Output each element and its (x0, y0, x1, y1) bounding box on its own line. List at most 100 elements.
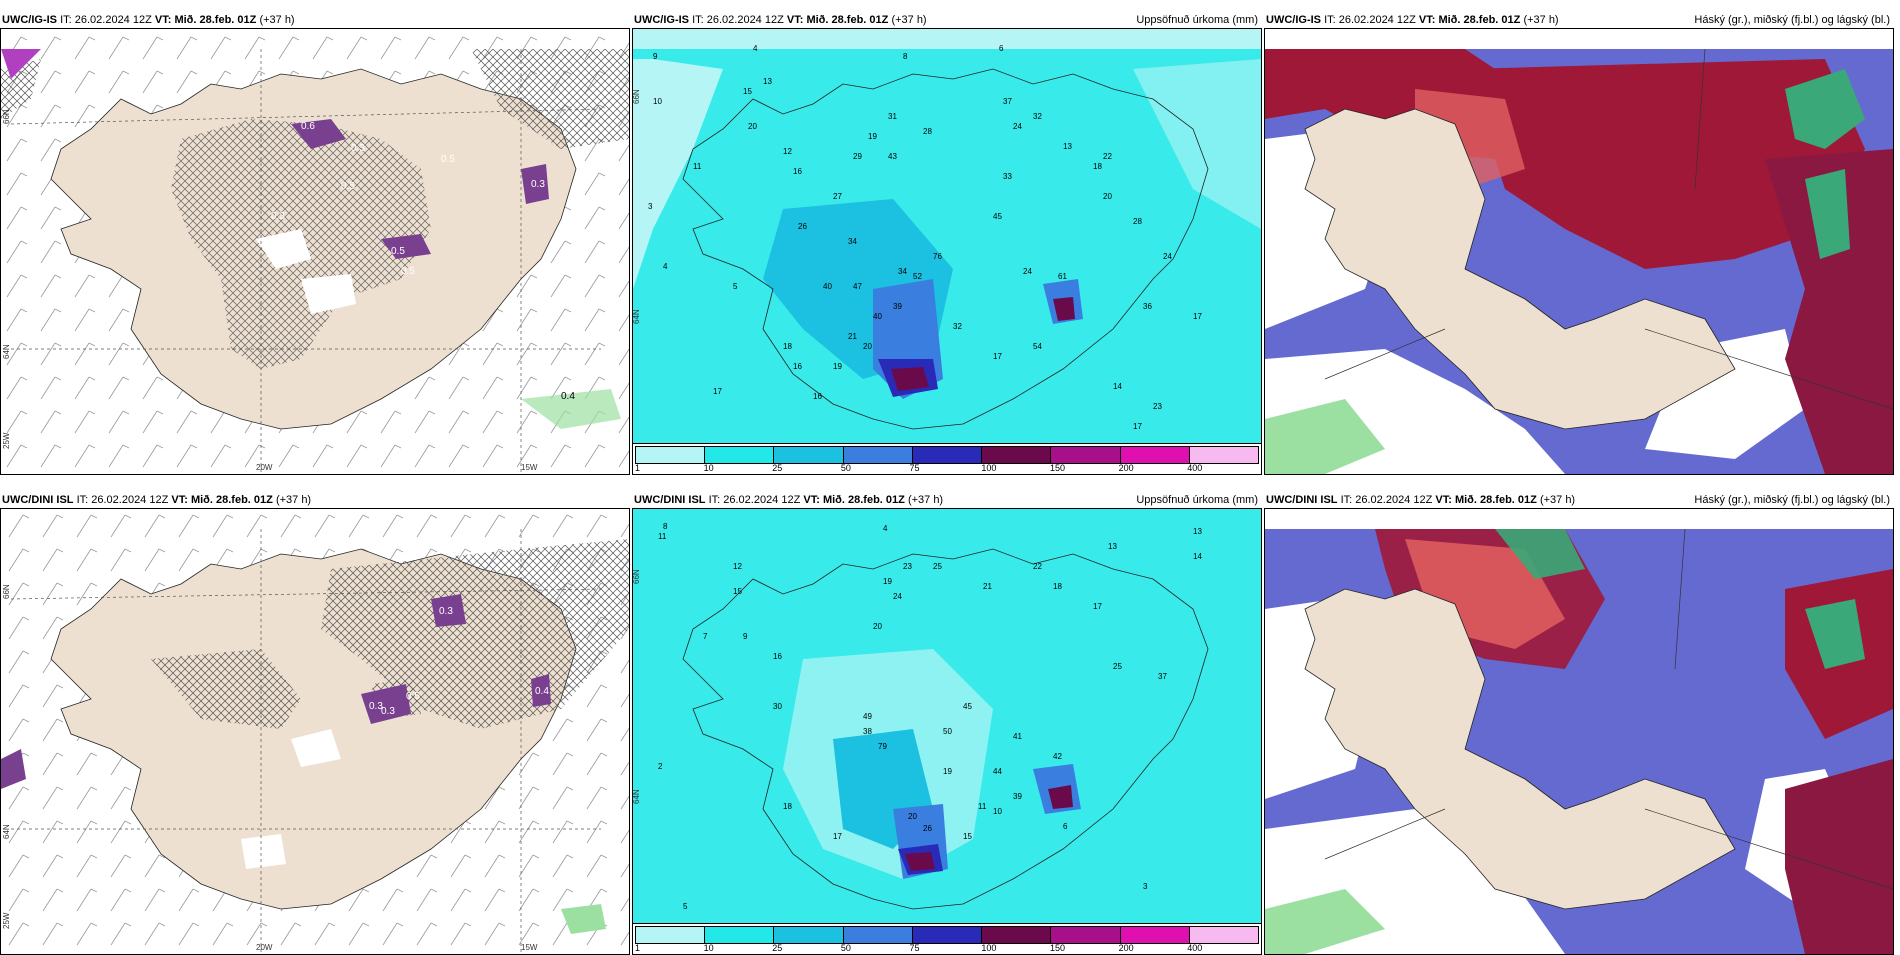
precip-purple-2 (381, 234, 431, 259)
precip-100-150 (905, 852, 935, 871)
value-label: 32 (1033, 112, 1042, 121)
green-southwest (1265, 399, 1385, 474)
precip-1-10-west (633, 59, 723, 289)
value-label: 38 (863, 727, 872, 736)
legend-swatch (1189, 447, 1258, 463)
legend-swatch (982, 927, 1052, 943)
value-label: 19 (833, 362, 842, 371)
value-label: 16 (773, 652, 782, 661)
value-label: 20 (873, 622, 882, 631)
precip-100-150 (891, 367, 929, 391)
legend-swatch (636, 927, 706, 943)
map-cloudlayers-igis (1265, 29, 1893, 474)
legend-tick: 100 (981, 463, 997, 473)
vt-label: VT: (1418, 14, 1436, 26)
panel-dini-cloudlayers: UWC/DINI ISL IT: 26.02.2024 12Z VT: Mið.… (1264, 490, 1894, 955)
value-label: 44 (993, 767, 1002, 776)
value-label: 54 (1033, 342, 1042, 351)
map-label: 0.5 (401, 266, 415, 277)
map-frame: 9 4 6 8 15 11 13 10 12 20 16 26 19 29 43… (632, 28, 1262, 475)
iceland-land (1304, 588, 1736, 910)
legend-ticks: 1 10 25 50 75 100 150 200 400 (635, 943, 1259, 953)
value-label: 40 (823, 282, 832, 291)
value-label: 23 (903, 562, 912, 571)
panel-title: UWC/IG-IS IT: 26.02.2024 12Z VT: Mið. 28… (634, 12, 1258, 28)
value-label: 3 (648, 202, 653, 211)
value-label: 29 (853, 152, 862, 161)
it-label: IT: (76, 494, 89, 506)
value-label: 18 (783, 802, 792, 811)
it-label: IT: (1340, 494, 1353, 506)
value-label: 11 (658, 532, 667, 541)
precip-values: 9 4 6 8 15 11 13 10 12 20 16 26 19 29 43… (648, 44, 1202, 431)
green-southwest (1265, 889, 1385, 954)
value-label: 18 (1093, 162, 1102, 171)
precip-purple-1 (361, 684, 411, 724)
model-name: UWC/DINI ISL (634, 494, 706, 506)
value-label: 11 (978, 802, 987, 811)
legend-swatch (912, 447, 983, 463)
value-label: 13 (763, 77, 772, 86)
precip-purple-3 (531, 674, 551, 707)
value-label: 24 (893, 592, 902, 601)
legend-swatch (774, 927, 844, 943)
it-value: 26.02.2024 12Z (1355, 494, 1433, 506)
value-label: 39 (1013, 792, 1022, 801)
legend-swatch (774, 447, 844, 463)
legend-swatch (705, 447, 775, 463)
value-label: 40 (873, 312, 882, 321)
panel-title: UWC/DINI ISL IT: 26.02.2024 12Z VT: Mið.… (1266, 492, 1890, 508)
value-label: 49 (863, 712, 872, 721)
value-label: 22 (1033, 562, 1042, 571)
precip-1-10-ne (1133, 59, 1261, 229)
lat-label: 66N (632, 89, 641, 104)
lead-time: (+37 h) (907, 494, 944, 506)
glacier-clear-2 (301, 274, 356, 314)
value-label: 34 (898, 267, 907, 276)
it-value: 26.02.2024 12Z (91, 494, 169, 506)
glacier-clear (256, 229, 311, 269)
value-label: 24 (1023, 267, 1032, 276)
vt-label: VT: (154, 14, 172, 26)
value-label: 17 (1193, 312, 1202, 321)
it-value: 26.02.2024 12Z (1338, 14, 1416, 26)
value-label: 17 (1133, 422, 1142, 431)
legend-swatch (1051, 927, 1121, 943)
map-label: 0.4 (561, 391, 575, 402)
vt-label: VT: (1435, 494, 1452, 506)
legend-tick: 75 (909, 463, 920, 473)
value-label: 14 (1113, 382, 1122, 391)
map-clouds-igis: 0.6 0.5 0.3 0.4 0.3 0.5 0.5 0.3 0.5 (1, 29, 629, 474)
legend-swatch (912, 927, 983, 943)
lead-time: (+37 h) (1523, 14, 1559, 26)
model-name: UWC/IG-IS (2, 14, 57, 26)
model-name: UWC/DINI ISL (2, 494, 74, 506)
model-name: UWC/DINI ISL (1266, 494, 1338, 506)
legend-tick: 1 (635, 943, 641, 953)
precip-purple-2 (431, 594, 466, 627)
legend-swatch (705, 927, 775, 943)
vt-label: VT: (786, 14, 804, 26)
lon-label: 15W (521, 463, 538, 472)
map-frame (1264, 508, 1894, 955)
legend-swatch (1051, 447, 1121, 463)
value-label: 37 (1158, 672, 1167, 681)
precip-purple-3 (521, 164, 549, 204)
field-label: Háský (gr.), miðský (fj.bl.) og lágský (… (1694, 494, 1890, 506)
glacier-clear-2 (241, 834, 286, 869)
map-label: 0.5 (341, 181, 355, 192)
vt-value: Mið. 28.feb. 01Z (174, 14, 257, 26)
legend-swatch (1120, 447, 1190, 463)
high-cloud-2 (1805, 169, 1850, 259)
mid-cloud-n (1465, 59, 1865, 269)
value-label: 42 (1053, 752, 1062, 761)
lat-label: 66N (2, 109, 11, 124)
mid-cloud-e (1765, 149, 1893, 474)
iceland-coastline (682, 68, 1209, 430)
value-label: 20 (1103, 192, 1112, 201)
legend-tick: 10 (703, 943, 714, 953)
value-label: 17 (993, 352, 1002, 361)
value-label: 31 (888, 112, 897, 121)
map-label: 0.3 (381, 706, 395, 717)
legend-tick: 200 (1118, 943, 1134, 953)
